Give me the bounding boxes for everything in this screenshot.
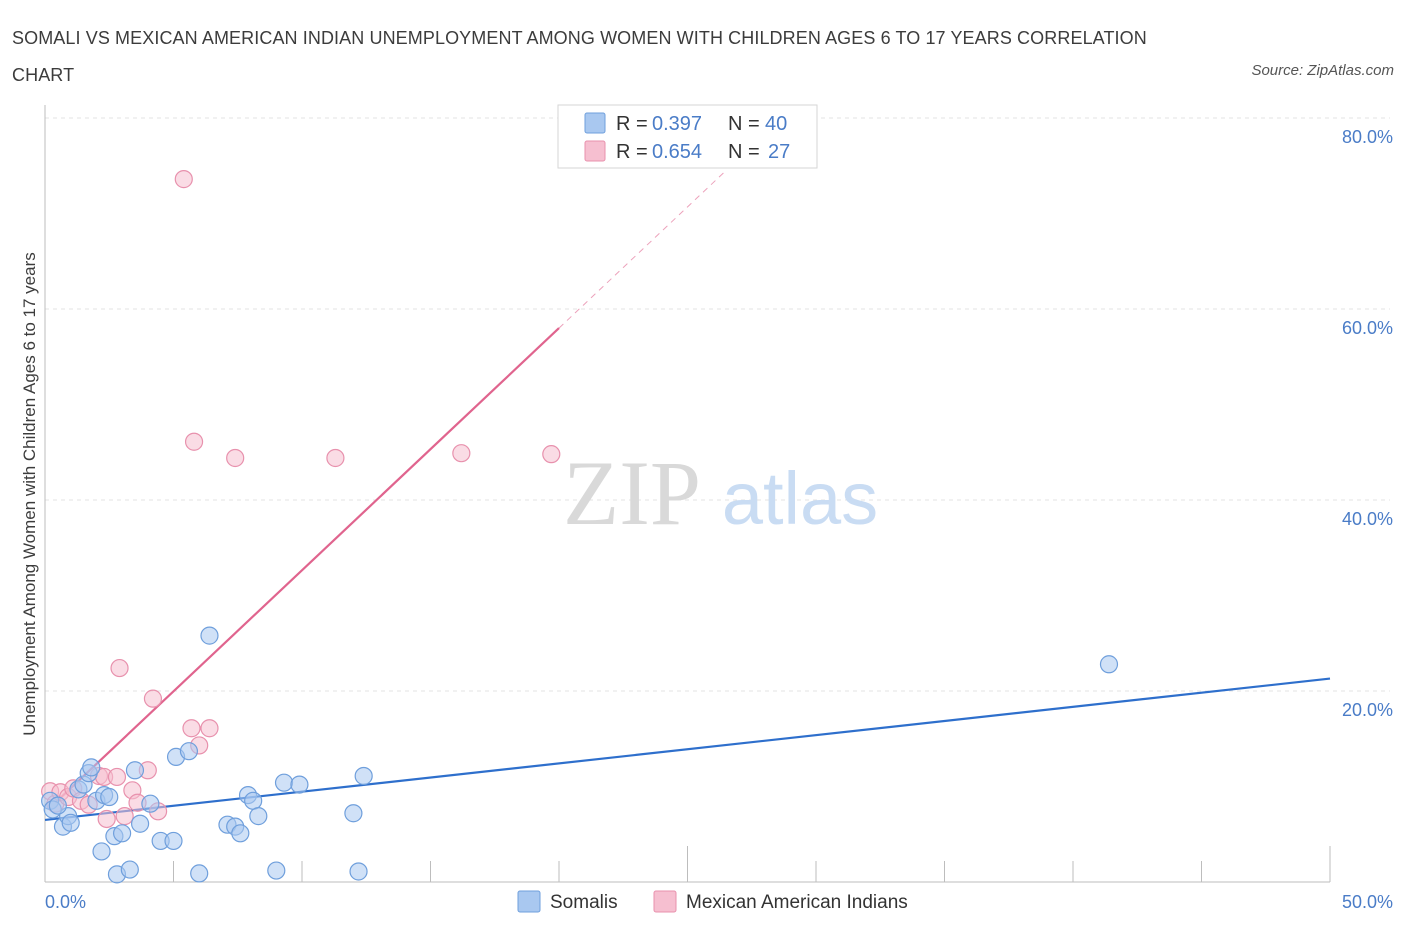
- point-mexican-26: [542, 445, 561, 464]
- legend-bottom-label-mexican: Mexican American Indians: [686, 892, 908, 913]
- point-mexican-17: [143, 689, 163, 708]
- y-tick-label-20: 20.0%: [1342, 700, 1393, 720]
- legend-n-value-mexican: 27: [768, 141, 790, 163]
- point-somali-19: [141, 794, 160, 813]
- point-mexican-16: [110, 658, 129, 678]
- point-mexican-18: [182, 719, 201, 738]
- legend-n-label-somalis: N =: [728, 113, 760, 135]
- legend-swatch-somalis: [584, 112, 606, 134]
- legend-r-value-mexican: 0.654: [652, 141, 702, 163]
- point-somali-4: [61, 813, 80, 832]
- watermark-zip: ZIP: [563, 442, 701, 544]
- x-tick-label-start: 0.0%: [45, 892, 86, 912]
- point-somali-25: [200, 626, 219, 645]
- data-points: [41, 170, 1119, 884]
- y-tick-label-80: 80.0%: [1342, 127, 1393, 147]
- chart-title: SOMALI VS MEXICAN AMERICAN INDIAN UNEMPL…: [12, 28, 1147, 85]
- point-mexican-20: [200, 719, 219, 738]
- x-tick-label-end: 50.0%: [1342, 892, 1393, 912]
- point-somali-11: [100, 787, 119, 807]
- y-tick-label-60: 60.0%: [1342, 318, 1393, 338]
- point-somali-16: [120, 860, 139, 879]
- legend-top: R = 0.397 N = 40 R = 0.654 N = 27: [557, 104, 818, 169]
- legend-n-label-mexican: N =: [728, 141, 760, 163]
- legend-bottom-label-somalis: Somalis: [550, 892, 618, 913]
- legend-r-label-somalis: R =: [616, 113, 648, 135]
- point-somali-24: [190, 864, 209, 883]
- point-somali-30: [244, 791, 263, 810]
- legend-bottom-swatch-mexican: [653, 890, 677, 913]
- point-mexican-11: [115, 807, 134, 826]
- point-mexican-9: [97, 809, 116, 829]
- point-somali-39: [48, 796, 67, 815]
- point-somali-18: [130, 814, 150, 833]
- point-somali-32: [267, 861, 286, 880]
- point-mexican-22: [184, 432, 204, 451]
- legend-r-label-mexican: R =: [616, 141, 648, 163]
- tick-labels: 20.0% 40.0% 60.0% 80.0% 0.0% 50.0%: [45, 127, 1393, 912]
- point-somali-21: [164, 831, 183, 851]
- legend-swatch-mexican: [584, 140, 606, 162]
- watermark: ZIP atlas: [563, 442, 878, 544]
- watermark-atlas: atlas: [722, 457, 878, 540]
- point-somali-14: [112, 824, 132, 843]
- point-mexican-23: [226, 448, 245, 468]
- point-somali-28: [231, 824, 250, 843]
- legend-n-value-somalis: 40: [765, 113, 787, 135]
- point-somali-34: [290, 775, 309, 794]
- legend-r-value-somalis: 0.397: [652, 113, 702, 135]
- point-mexican-25: [452, 444, 471, 463]
- trend-line-mexican: [54, 327, 560, 804]
- point-somali-23: [179, 742, 199, 761]
- grid-lines: [45, 117, 1390, 692]
- legend-bottom-swatch-somalis: [517, 890, 541, 913]
- y-tick-label-40: 40.0%: [1342, 509, 1393, 529]
- point-somali-37: [354, 766, 373, 786]
- trend-line-extension-mexican: [558, 170, 727, 329]
- point-somali-8: [82, 758, 101, 777]
- point-mexican-10: [107, 767, 127, 787]
- point-somali-33: [274, 773, 294, 792]
- axes: [44, 105, 1331, 883]
- legend-bottom: Somalis Mexican American Indians: [517, 890, 908, 913]
- point-mexican-21: [174, 170, 193, 189]
- point-somali-38: [1099, 655, 1119, 674]
- point-somali-17: [125, 761, 145, 780]
- point-somali-35: [344, 804, 363, 823]
- trend-line-somali: [44, 677, 1331, 822]
- point-somali-36: [349, 862, 368, 881]
- source-credit: Source: ZipAtlas.com: [1251, 62, 1394, 79]
- point-mexican-24: [326, 448, 345, 468]
- point-somali-31: [249, 807, 268, 826]
- point-somali-12: [92, 842, 111, 861]
